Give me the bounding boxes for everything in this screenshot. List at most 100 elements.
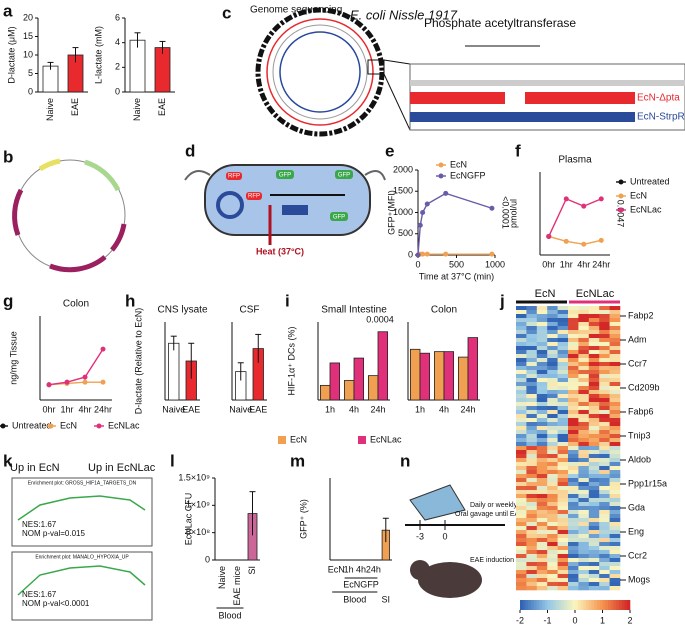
heatmap-cell	[568, 422, 579, 427]
heatmap-cell	[588, 338, 600, 343]
heatmap-cell	[599, 502, 610, 507]
heatmap-cell	[599, 554, 610, 559]
legend-dot	[618, 193, 624, 199]
heatmap-cell	[599, 458, 610, 463]
heatmap-cell	[536, 386, 548, 391]
heatmap-cell	[547, 314, 558, 319]
heatmap-cell	[536, 330, 548, 335]
y-axis-label: ng/mg Tissue	[8, 331, 18, 385]
heatmap-cell	[526, 394, 538, 399]
heatmap-cell	[516, 450, 527, 455]
heatmap-cell	[557, 394, 569, 399]
heatmap-cell	[588, 318, 600, 323]
heatmap-cell	[578, 382, 590, 387]
heatmap-cell	[588, 314, 600, 319]
heatmap-cell	[588, 458, 600, 463]
heatmap-cell	[568, 386, 579, 391]
heatmap-cell	[578, 434, 590, 439]
heatmap-cell	[599, 386, 610, 391]
heatmap-cell	[536, 438, 548, 443]
heatmap-cell	[568, 486, 579, 491]
heatmap-cell	[609, 458, 621, 463]
colorbar-cell	[588, 600, 592, 610]
heatmap-cell	[599, 582, 610, 587]
heatmap-cell	[599, 562, 610, 567]
heatmap-cell	[599, 466, 610, 471]
colorbar-tick-label: 2	[627, 615, 632, 625]
heatmap-cell	[568, 490, 579, 495]
heatmap-cell	[547, 426, 558, 431]
heatmap-cell	[599, 382, 610, 387]
heatmap-cell	[516, 338, 527, 343]
column-label: EcNLac	[576, 288, 615, 300]
heatmap-cell	[599, 322, 610, 327]
heatmap-cell	[516, 346, 527, 351]
heatmap-cell	[557, 550, 569, 555]
colorbar-cell	[572, 600, 576, 610]
heatmap-cell	[578, 506, 590, 511]
x-tick-label: 500	[449, 259, 464, 269]
line	[417, 192, 493, 256]
heatmap-cell	[578, 314, 590, 319]
heatmap-cell	[557, 306, 569, 311]
heatmap-cell	[526, 534, 538, 539]
heatmap-cell	[547, 534, 558, 539]
heatmap-cell	[578, 554, 590, 559]
zoom-line	[383, 59, 411, 65]
heatmap-cell	[568, 514, 579, 519]
heatmap-cell	[578, 414, 590, 419]
heatmap-cell	[526, 542, 538, 547]
y-tick-label: 5	[28, 68, 33, 78]
heatmap-cell	[599, 470, 610, 475]
heatmap-cell	[609, 446, 621, 451]
heatmap-cell	[536, 566, 548, 571]
heatmap-cell	[557, 474, 569, 479]
heatmap-cell	[516, 574, 527, 579]
heatmap-cell	[609, 486, 621, 491]
heatmap-cell	[536, 450, 548, 455]
heatmap-cell	[526, 514, 538, 519]
heatmap-cell	[588, 334, 600, 339]
heatmap-cell	[609, 582, 621, 587]
heatmap-cell	[526, 382, 538, 387]
heatmap-cell	[526, 486, 538, 491]
heatmap-cell	[547, 494, 558, 499]
colorbar-tick-label: -2	[516, 615, 524, 625]
heatmap-cell	[599, 518, 610, 523]
heatmap-cell	[547, 414, 558, 419]
heatmap-cell	[536, 322, 548, 327]
heatmap-cell	[599, 574, 610, 579]
heatmap-cell	[588, 390, 600, 395]
gene-label: Ccr7	[628, 358, 647, 368]
heatmap-cell	[526, 522, 538, 527]
heatmap-cell	[609, 438, 621, 443]
heatmap-cell	[609, 314, 621, 319]
label: NES:1.67	[22, 520, 57, 529]
chart-title: Plasma	[558, 155, 592, 166]
heatmap-cell	[547, 510, 558, 515]
heatmap-cell	[588, 506, 600, 511]
heatmap-cell	[536, 542, 548, 547]
chart-title: CNS lysate	[157, 305, 207, 316]
heatmap-cell	[557, 470, 569, 475]
heatmap-cell	[588, 522, 600, 527]
heatmap-cell	[568, 458, 579, 463]
heatmap-cell	[599, 542, 610, 547]
heatmap-cell	[536, 558, 548, 563]
heatmap-cell	[536, 522, 548, 527]
x-tick-label: 24h	[370, 404, 385, 414]
heatmap-cell	[609, 490, 621, 495]
heatmap-cell	[568, 418, 579, 423]
heatmap-cell	[578, 342, 590, 347]
label: Daily or weekly	[470, 502, 518, 509]
x-tick-label: Naive	[229, 404, 252, 414]
heatmap-cell	[547, 582, 558, 587]
heatmap-cell	[526, 446, 538, 451]
heatmap-cell	[568, 518, 579, 523]
heatmap-cell	[568, 446, 579, 451]
heatmap-cell	[557, 454, 569, 459]
track	[410, 92, 505, 104]
plasmid-feature	[49, 255, 107, 273]
heatmap-cell	[516, 506, 527, 511]
bar	[329, 362, 341, 401]
